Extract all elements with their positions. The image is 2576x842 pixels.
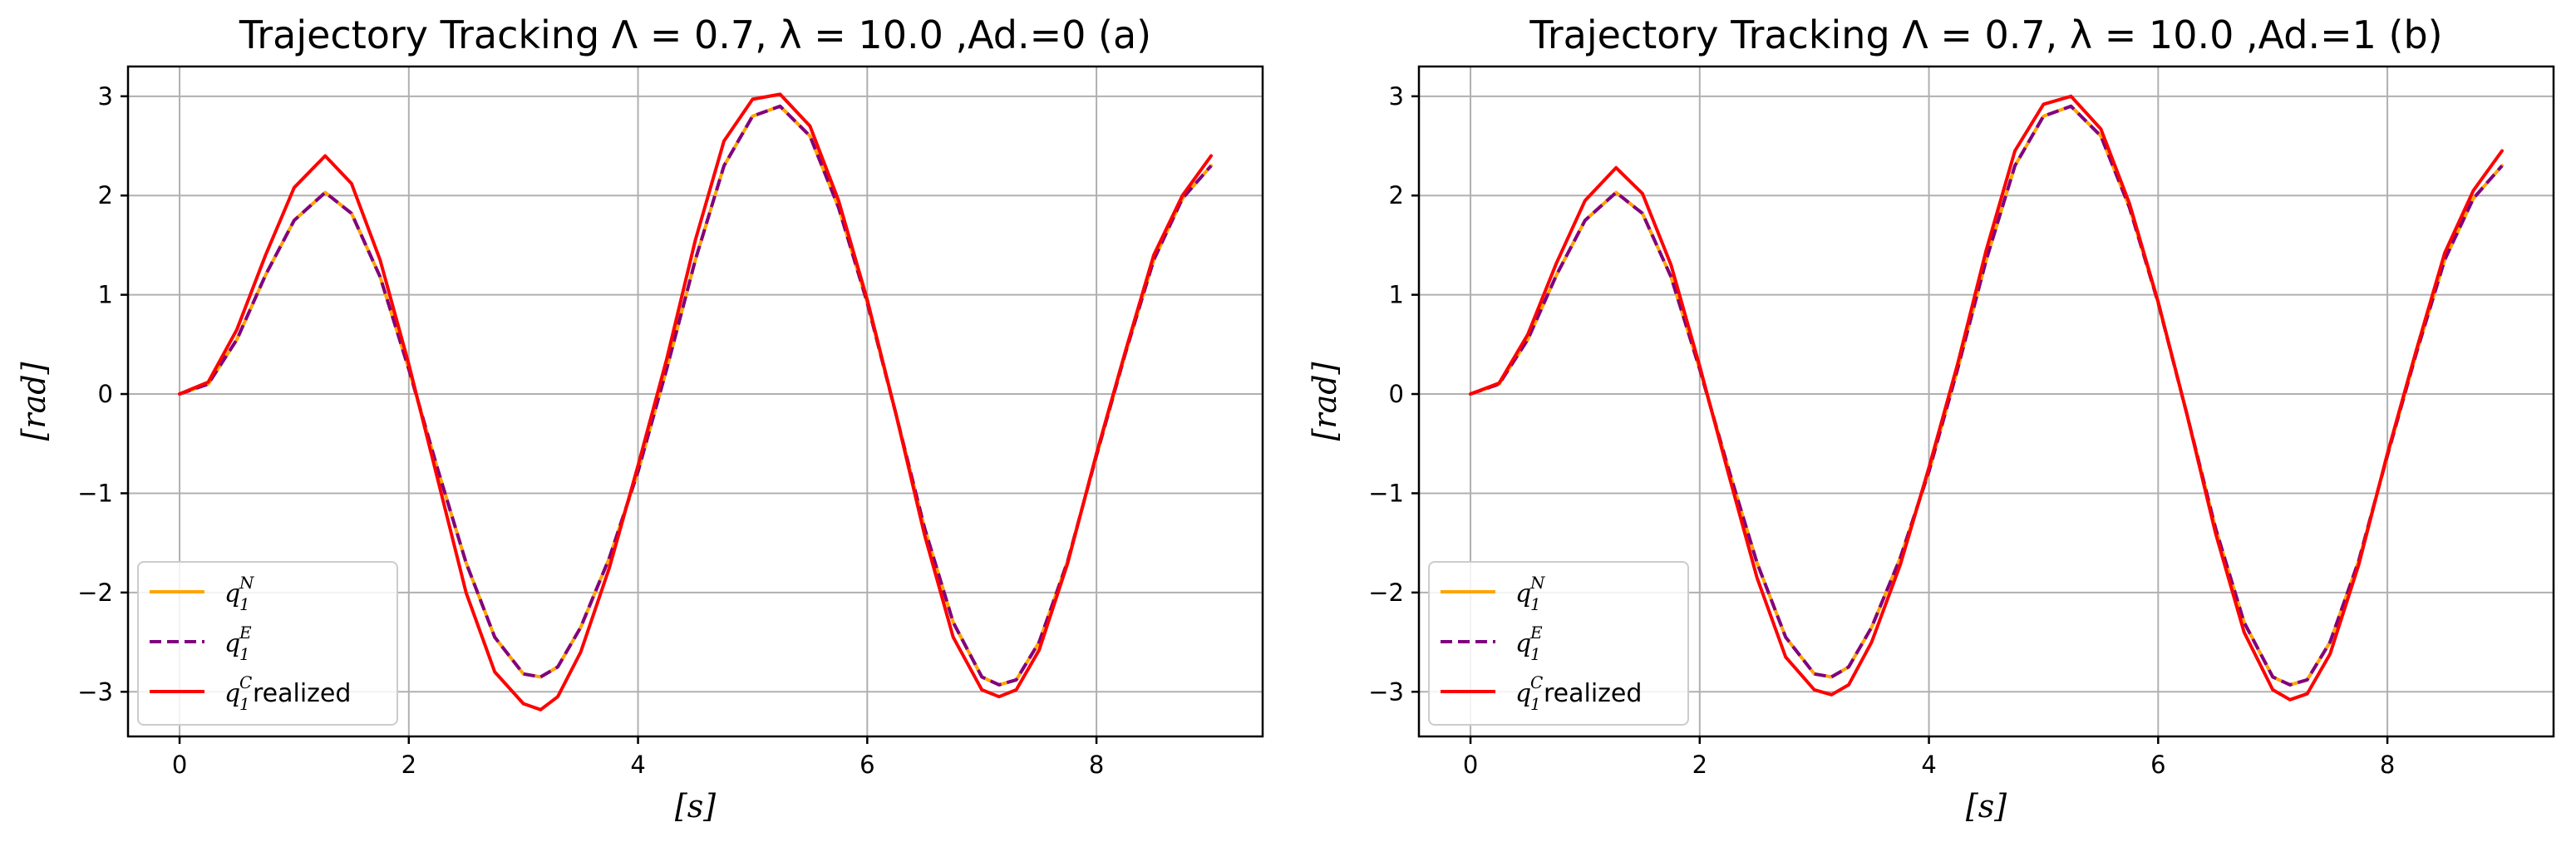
x-tick-label: 2 xyxy=(401,751,416,779)
legend-superscript: E xyxy=(239,623,252,643)
legend-subscript: 1 xyxy=(239,644,250,664)
y-tick-label: 3 xyxy=(98,82,113,111)
legend-superscript: C xyxy=(239,672,252,692)
y-tick-label: 1 xyxy=(1389,281,1404,309)
y-tick-label: 0 xyxy=(1389,380,1404,408)
legend-superscript: C xyxy=(1530,672,1543,692)
legend-symbol: q xyxy=(1515,629,1531,658)
y-tick-label: 3 xyxy=(1389,82,1404,111)
legend-symbol: q xyxy=(1515,579,1531,608)
x-tick-label: 4 xyxy=(1921,751,1936,779)
y-tick-label: −2 xyxy=(1368,579,1404,607)
x-tick-label: 2 xyxy=(1692,751,1707,779)
x-tick-label: 6 xyxy=(2150,751,2165,779)
legend-symbol: q xyxy=(224,679,240,708)
panel-a: 0 2 4 6 8 3 2 1 0 −1 −2 −3 Trajectory Tracking Λ = 0… xyxy=(16,12,1264,825)
y-tick-label: 2 xyxy=(98,181,113,209)
y-tick-label: 1 xyxy=(98,281,113,309)
legend-superscript: N xyxy=(1529,573,1546,593)
x-axis-label: [s] xyxy=(1966,788,2007,825)
legend-subscript: 1 xyxy=(239,694,250,714)
y-tick-label: −1 xyxy=(77,479,113,507)
legend-box xyxy=(137,561,398,726)
x-tick-label: 8 xyxy=(1089,751,1104,779)
legend-label: realized xyxy=(1544,679,1642,708)
legend-subscript: 1 xyxy=(1530,594,1541,614)
y-tick-label: −3 xyxy=(1368,677,1404,706)
axes-frame xyxy=(126,65,1264,738)
y-axis-label: [rad] xyxy=(16,362,52,441)
legend-symbol: q xyxy=(224,579,240,608)
x-tick-label: 8 xyxy=(2380,751,2395,779)
series-line-q1-c-realized xyxy=(178,92,1213,712)
x-tick-label: 0 xyxy=(1463,751,1478,779)
y-tick-label: −2 xyxy=(77,579,113,607)
chart-title: Trajectory Tracking Λ = 0.7, λ = 10.0 ,A… xyxy=(1529,12,2442,57)
legend-symbol: q xyxy=(1515,679,1531,708)
chart-title: Trajectory Tracking Λ = 0.7, λ = 10.0 ,A… xyxy=(239,12,1151,57)
y-tick-label: −1 xyxy=(1368,479,1404,507)
x-axis-label: [s] xyxy=(675,788,716,825)
y-tick-label: 0 xyxy=(98,380,113,408)
panel-b: 0 2 4 6 8 3 2 1 0 −1 −2 −3 Trajectory Tracking Λ = 0… xyxy=(1307,12,2555,825)
x-tick-label: 0 xyxy=(172,751,187,779)
y-tick-label: −3 xyxy=(77,677,113,706)
series-line-q1-c-realized xyxy=(1469,94,2504,702)
legend-subscript: 1 xyxy=(239,594,250,614)
legend-subscript: 1 xyxy=(1530,694,1541,714)
legend-symbol: q xyxy=(224,629,240,658)
series-line-q1-e xyxy=(179,104,1213,687)
legend-subscript: 1 xyxy=(1530,644,1541,664)
legend-superscript: E xyxy=(1529,623,1543,643)
x-tick-label: 6 xyxy=(859,751,874,779)
y-axis-label: [rad] xyxy=(1307,362,1343,441)
legend-box xyxy=(1428,561,1689,726)
series-line-q1-e xyxy=(1470,104,2504,687)
axes-frame xyxy=(1417,65,2555,738)
y-tick-label: 2 xyxy=(1389,181,1404,209)
x-tick-label: 4 xyxy=(630,751,645,779)
legend-superscript: N xyxy=(239,573,255,593)
legend-label: realized xyxy=(253,679,351,708)
